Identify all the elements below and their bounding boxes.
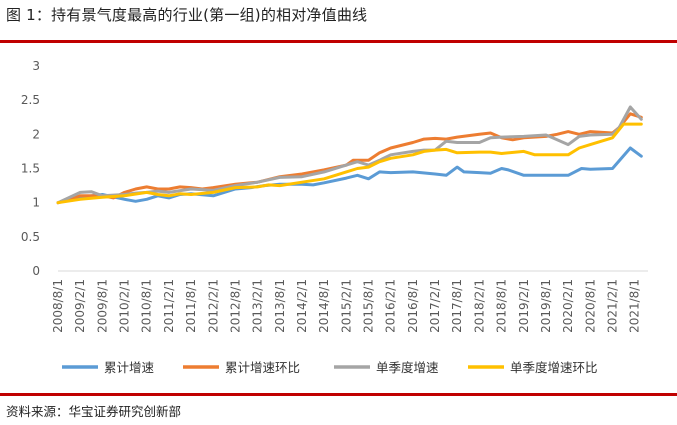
x-tick-label: 2016/2/1 bbox=[384, 279, 398, 333]
x-tick-label: 2010/8/1 bbox=[140, 279, 154, 333]
legend-label: 单季度增速环比 bbox=[510, 360, 598, 375]
series-line-4 bbox=[56, 122, 643, 205]
x-tick-label: 2011/2/1 bbox=[162, 279, 176, 333]
x-tick-label: 2019/8/1 bbox=[539, 279, 553, 333]
y-tick-label: 2.5 bbox=[21, 93, 40, 107]
x-tick-label: 2012/8/1 bbox=[228, 279, 242, 333]
series-line-2 bbox=[56, 112, 643, 205]
x-tick-label: 2015/8/1 bbox=[362, 279, 376, 333]
x-tick-label: 2013/2/1 bbox=[251, 279, 265, 333]
legend-label: 单季度增速 bbox=[376, 360, 439, 375]
source-note: 资料来源：华宝证券研究创新部 bbox=[6, 404, 182, 419]
x-tick-label: 2009/8/1 bbox=[95, 279, 109, 333]
line-chart: 0 0.5 1 1.5 2 2.5 3 2008/8/1 2009/2/1 2009/8/1 201… bbox=[21, 59, 648, 375]
y-tick-label: 1.5 bbox=[21, 162, 40, 176]
x-tick-label: 2020/2/1 bbox=[561, 279, 575, 333]
y-tick-label: 0.5 bbox=[21, 230, 40, 244]
x-tick-label: 2017/8/1 bbox=[450, 279, 464, 333]
legend-label: 累计增速环比 bbox=[225, 360, 300, 375]
x-tick-label: 2015/2/1 bbox=[339, 279, 353, 333]
top-rule bbox=[0, 40, 677, 43]
series-line-1 bbox=[56, 146, 643, 205]
x-tick-label: 2014/2/1 bbox=[295, 279, 309, 333]
y-tick-label: 1 bbox=[32, 196, 40, 210]
x-tick-label: 2018/8/1 bbox=[495, 279, 509, 333]
x-tick-label: 2018/2/1 bbox=[472, 279, 486, 333]
x-tick-label: 2020/8/1 bbox=[583, 279, 597, 333]
x-tick-label: 2016/8/1 bbox=[406, 279, 420, 333]
x-tick-label: 2008/8/1 bbox=[51, 279, 65, 333]
x-tick-label: 2013/8/1 bbox=[273, 279, 287, 333]
legend-label: 累计增速 bbox=[104, 360, 155, 375]
y-tick-label: 3 bbox=[32, 59, 40, 73]
x-tick-label: 2017/2/1 bbox=[428, 279, 442, 333]
x-tick-label: 2021/2/1 bbox=[606, 279, 620, 333]
x-tick-label: 2009/2/1 bbox=[73, 279, 87, 333]
y-tick-label: 2 bbox=[32, 127, 40, 141]
page-title: 图 1：持有景气度最高的行业(第一组)的相对净值曲线 bbox=[6, 6, 368, 24]
x-tick-label: 2012/2/1 bbox=[206, 279, 220, 333]
x-tick-label: 2014/8/1 bbox=[317, 279, 331, 333]
x-tick-label: 2010/2/1 bbox=[118, 279, 132, 333]
x-tick-label: 2021/8/1 bbox=[628, 279, 642, 333]
x-tick-label: 2019/2/1 bbox=[517, 279, 531, 333]
x-tick-label: 2011/8/1 bbox=[184, 279, 198, 333]
bottom-rule bbox=[0, 393, 677, 396]
y-tick-label: 0 bbox=[32, 264, 40, 278]
